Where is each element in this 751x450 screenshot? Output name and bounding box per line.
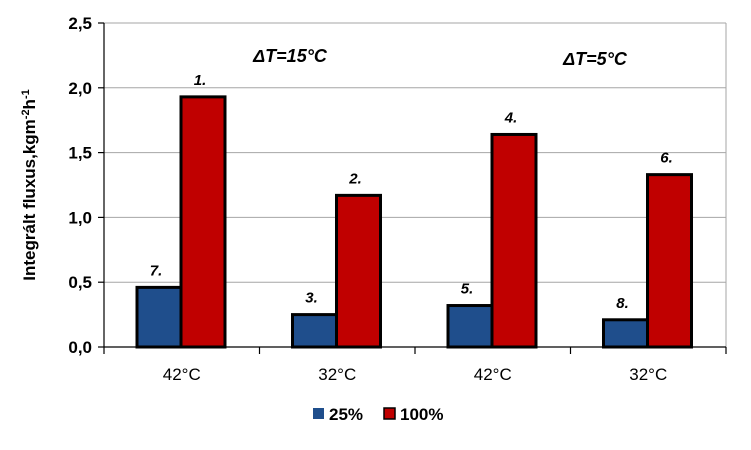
bar [335, 193, 382, 349]
legend-label: 100% [400, 405, 443, 424]
bar [291, 313, 338, 349]
y-tick-label: 0,5 [68, 273, 92, 292]
bars [135, 95, 693, 349]
bar-data-label: 2. [348, 170, 362, 187]
y-axis-label-superscript: -1 [20, 89, 32, 99]
annotation-label: ΔT=15°C [252, 46, 328, 66]
bar [646, 173, 693, 349]
y-tick-label: 2,5 [68, 14, 92, 33]
bar [446, 304, 494, 349]
y-tick-label: 0,0 [68, 338, 92, 357]
y-axis-label: Integrált fluxus,kgm-2h-1 [20, 89, 39, 280]
y-tick-label: 2,0 [68, 79, 92, 98]
bar-data-label: 1. [194, 72, 207, 89]
bar-data-label: 8. [616, 295, 629, 312]
y-axis-label-part: Integrált fluxus,kgm [20, 119, 39, 281]
bar [490, 132, 538, 349]
bar-data-label: 7. [150, 262, 163, 279]
x-tick-label: 32°C [629, 365, 667, 384]
bar-data-label: 6. [660, 150, 673, 167]
legend-swatch [313, 408, 324, 419]
bar [135, 285, 183, 349]
bar [602, 318, 649, 349]
y-axis-label-superscript: -2 [20, 109, 32, 119]
x-tick-label: 42°C [474, 365, 512, 384]
y-axis-label-part: h [20, 99, 39, 109]
annotation-label: ΔT=5°C [562, 49, 628, 69]
bar-data-label: 4. [504, 109, 518, 126]
chart-text: 7. 1. 42°C 3. 2. 32°C 5. 4. 42°C 8. 6. 32°C 0,0 0,5 1,… [20, 14, 673, 384]
bar-data-label: 5. [461, 281, 474, 298]
legend-swatch [383, 407, 396, 420]
y-tick-label: 1,0 [68, 208, 92, 227]
bar [179, 95, 227, 349]
x-tick-label: 32°C [318, 365, 356, 384]
axes [98, 22, 727, 354]
bar-data-label: 3. [305, 290, 318, 307]
x-tick-label: 42°C [163, 365, 201, 384]
legend: 25% 100% [313, 405, 443, 424]
legend-label: 25% [329, 405, 363, 424]
y-tick-label: 1,5 [68, 144, 92, 163]
